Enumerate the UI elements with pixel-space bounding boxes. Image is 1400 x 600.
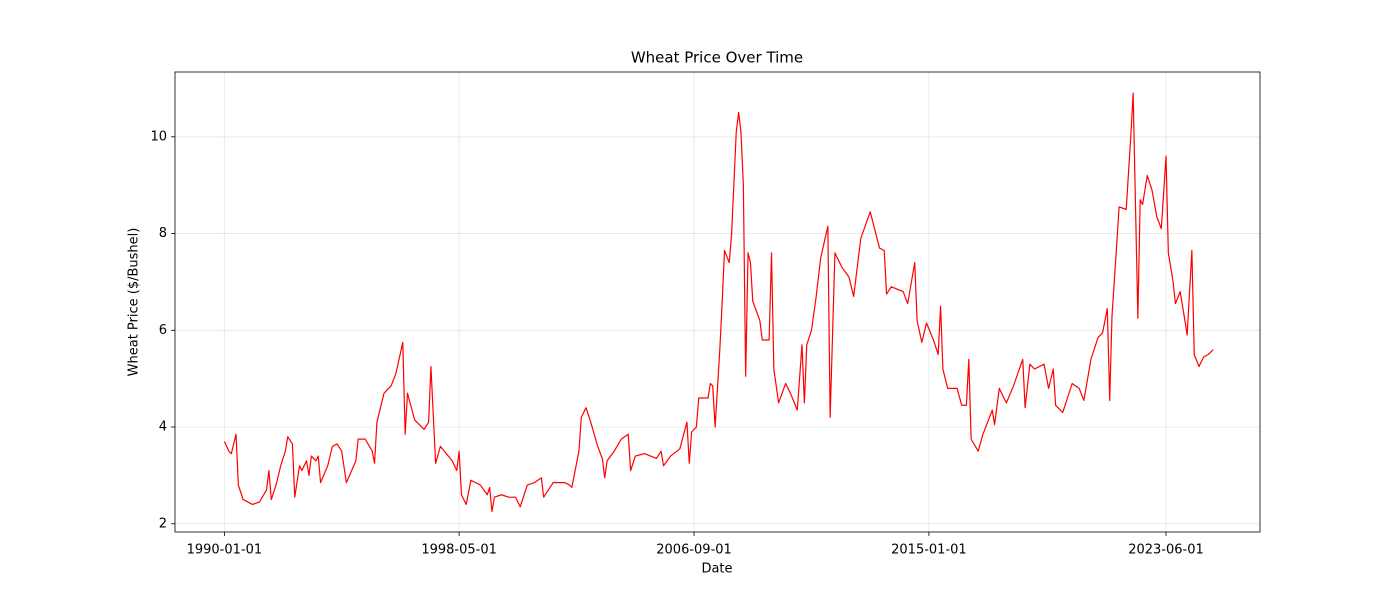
x-tick-label: 1990-01-01 [187,543,263,558]
x-axis-label: Date [701,562,732,577]
x-tick-label: 2006-09-01 [656,543,732,558]
y-tick-label: 10 [150,129,167,144]
y-axis-label: Wheat Price ($/Bushel) [127,228,142,377]
y-tick-label: 6 [159,323,167,338]
chart-title: Wheat Price Over Time [631,49,803,67]
y-tick-label: 8 [159,226,167,241]
x-tick-label: 2015-01-01 [891,543,967,558]
y-tick-label: 4 [159,420,167,435]
y-tick-label: 2 [159,516,167,531]
data-line [223,92,1214,513]
plot-frame [174,71,1261,533]
x-tick-label: 2023-06-01 [1128,543,1204,558]
x-tick-label: 1998-05-01 [421,543,497,558]
